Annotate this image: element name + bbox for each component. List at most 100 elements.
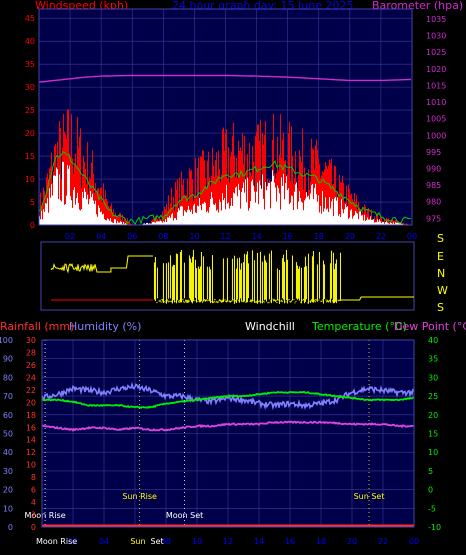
temperature-tick: -5 [428, 504, 436, 513]
humidity-tick: 100 [0, 336, 13, 345]
direction-sample [169, 300, 171, 303]
barometer-tick: 1015 [426, 81, 446, 90]
direction-sample [268, 301, 270, 304]
event-label: Sun Rise [122, 492, 157, 501]
rainfall-tick: 16 [26, 423, 36, 432]
humidity-line [41, 381, 415, 411]
barometer-line [38, 74, 411, 83]
temp-time-tick: 00 [409, 537, 419, 546]
temperature-tick: 0 [428, 486, 433, 495]
rainfall-tick: 10 [26, 461, 36, 470]
rainfall-tick: 20 [26, 398, 36, 407]
humidity-tick: 60 [3, 411, 13, 420]
humidity-tick: 10 [3, 504, 13, 513]
direction-sample [230, 300, 232, 303]
direction-sample [160, 301, 162, 303]
barometer-tick: 1035 [426, 15, 446, 24]
direction-sample [218, 299, 220, 302]
direction-sample [186, 299, 189, 303]
rainfall-tick: 0 [31, 523, 36, 532]
temp-time-tick: 22 [378, 537, 388, 546]
windspeed-tick: 45 [25, 14, 35, 23]
direction-sample [309, 300, 311, 302]
humidity-axis: 0 10 20 30 40 50 60 70 80 90 100 [0, 336, 13, 532]
direction-sample [338, 299, 340, 302]
direction-sample [280, 299, 283, 303]
barometer-series [38, 74, 411, 83]
wind-time-tick: 12 [220, 232, 230, 241]
direction-sample [206, 299, 208, 302]
wind-trend-line [38, 151, 412, 226]
direction-sample [280, 300, 282, 302]
windspeed-tick: 25 [25, 106, 35, 115]
bottom-event-label: Moon Rise [36, 537, 77, 546]
direction-sample [309, 299, 312, 304]
direction-tick: N [437, 267, 445, 280]
humidity-tick: 20 [3, 486, 13, 495]
temp-time-tick: 16 [285, 537, 295, 546]
direction-sample [291, 299, 293, 302]
direction-line-late [340, 296, 414, 301]
rainfall-tick: 12 [26, 448, 36, 457]
wind-time-tick: 16 [283, 232, 293, 241]
direction-sample [183, 300, 185, 304]
barometer-tick: 975 [426, 214, 441, 223]
humidity-tick: 50 [3, 430, 13, 439]
wind-grid [39, 9, 413, 226]
rainfall-tick: 4 [31, 498, 36, 507]
direction-sample [315, 298, 317, 301]
direction-sample [217, 301, 219, 304]
direction-series [50, 250, 414, 304]
direction-sample [290, 300, 292, 303]
humidity-tick: 70 [3, 392, 13, 401]
rainfall-tick: 22 [26, 386, 36, 395]
wind-time-tick: 18 [314, 232, 324, 241]
rainfall-tick: 26 [26, 361, 36, 370]
direction-sample [276, 301, 278, 304]
direction-tick: W [437, 284, 448, 297]
direction-sample [205, 299, 207, 302]
direction-sample [184, 299, 187, 303]
direction-sample [327, 300, 329, 303]
direction-tick: E [437, 250, 444, 263]
windspeed-tick: 10 [25, 175, 35, 184]
dewpoint-line [41, 420, 415, 433]
temp-time-tick: 08 [161, 537, 171, 546]
event-label: Moon Rise [25, 511, 66, 520]
wind-time-tick: 10 [189, 232, 199, 241]
direction-sample [258, 300, 260, 303]
wind-time-axis: 02 04 06 08 10 12 14 16 18 20 22 00 [65, 232, 417, 241]
temperature-tick: 20 [428, 411, 438, 420]
humidity-tick: 40 [3, 448, 13, 457]
barometer-tick: 1030 [426, 32, 446, 41]
direction-sample [156, 301, 158, 304]
direction-sample [214, 298, 216, 301]
bottom-event-label: Sun [130, 537, 145, 546]
rainfall-tick: 6 [31, 486, 36, 495]
humidity-tick: 30 [3, 467, 13, 476]
direction-sample [272, 298, 275, 302]
barometer-axis: 975 980 985 990 995 1000 1005 1010 1015 1020 1025 1… [426, 15, 446, 223]
direction-sample [188, 300, 190, 303]
windspeed-tick: 35 [25, 60, 35, 69]
direction-sample [212, 300, 215, 304]
sun-moon-events: Moon Rise Sun Rise Moon Set Sun Set [25, 340, 385, 527]
temp-time-tick: 20 [347, 537, 357, 546]
rainfall-tick: 8 [31, 473, 36, 482]
humidity-tick: 80 [3, 373, 13, 382]
temperature-label: Temperature (°C) [311, 320, 407, 333]
temperature-axis: -10 -5 0 5 10 15 20 25 30 35 40 [428, 336, 441, 532]
direction-sample [302, 299, 304, 301]
barometer-tick: 985 [426, 181, 441, 190]
direction-tick: S [437, 232, 444, 245]
barometer-tick: 980 [426, 198, 441, 207]
barometer-tick: 1005 [426, 115, 446, 124]
rainfall-tick: 28 [26, 348, 36, 357]
event-label: Sun Set [354, 492, 385, 501]
humidity-tick: 90 [3, 355, 13, 364]
wind-time-tick: 06 [127, 232, 137, 241]
direction-sample [325, 299, 328, 303]
